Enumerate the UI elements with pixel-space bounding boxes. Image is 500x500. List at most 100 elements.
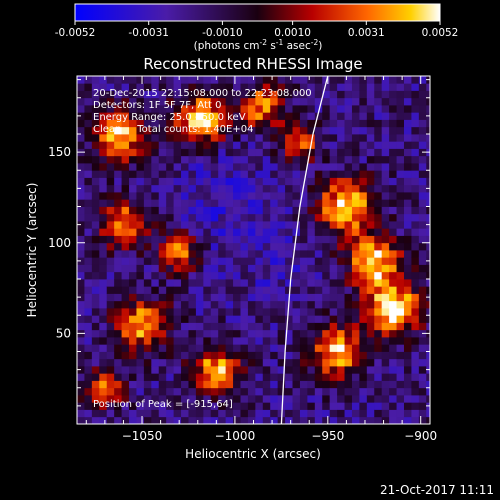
heatmap-pixel — [374, 286, 383, 294]
heatmap-pixel — [366, 329, 375, 338]
heatmap-pixel — [426, 322, 430, 331]
heatmap-pixel — [121, 380, 130, 389]
heatmap-pixel — [181, 192, 189, 200]
heatmap-pixel — [277, 344, 286, 352]
heatmap-pixel — [292, 279, 301, 287]
heatmap-pixel — [218, 366, 227, 374]
footer-timestamp: 21-Oct-2017 11:11 — [380, 483, 494, 497]
heatmap-pixel — [210, 242, 219, 251]
heatmap-pixel — [277, 105, 286, 113]
heatmap-pixel — [218, 395, 227, 403]
heatmap-pixel — [91, 134, 100, 142]
heatmap-pixel — [285, 235, 293, 244]
heatmap-pixel — [389, 76, 397, 84]
heatmap-pixel — [299, 402, 308, 410]
heatmap-pixel — [344, 308, 353, 316]
heatmap-pixel — [151, 155, 160, 164]
heatmap-pixel — [121, 105, 130, 113]
heatmap-pixel — [411, 250, 420, 258]
heatmap-pixel — [151, 409, 160, 418]
heatmap-pixel — [389, 228, 397, 236]
heatmap-pixel — [270, 315, 279, 323]
heatmap-pixel — [129, 235, 137, 244]
heatmap-pixel — [285, 213, 293, 222]
heatmap-pixel — [351, 170, 360, 178]
heatmap-pixel — [247, 83, 256, 91]
heatmap-pixel — [329, 199, 338, 207]
heatmap-pixel — [366, 126, 375, 135]
heatmap-pixel — [225, 141, 234, 149]
heatmap-pixel — [270, 228, 279, 236]
heatmap-pixel — [366, 148, 375, 157]
heatmap-pixel — [381, 242, 390, 251]
heatmap-pixel — [418, 221, 427, 229]
heatmap-pixel — [277, 184, 286, 193]
heatmap-pixel — [381, 76, 390, 84]
heatmap-pixel — [314, 134, 323, 142]
heatmap-pixel — [106, 228, 115, 236]
heatmap-pixel — [403, 155, 412, 164]
heatmap-pixel — [166, 337, 175, 345]
heatmap-pixel — [173, 119, 182, 128]
heatmap-pixel — [158, 264, 167, 273]
heatmap-pixel — [173, 112, 182, 120]
heatmap-pixel — [329, 344, 338, 352]
heatmap-pixel — [143, 184, 152, 193]
heatmap-pixel — [351, 409, 360, 418]
heatmap-pixel — [396, 358, 405, 367]
heatmap-pixel — [255, 213, 264, 222]
heatmap-pixel — [322, 286, 331, 294]
heatmap-pixel — [181, 83, 189, 91]
heatmap-pixel — [255, 221, 264, 229]
heatmap-pixel — [151, 126, 160, 135]
heatmap-pixel — [143, 228, 152, 236]
heatmap-pixel — [166, 257, 175, 265]
heatmap-pixel — [136, 242, 145, 251]
heatmap-pixel — [337, 380, 345, 389]
heatmap-pixel — [151, 395, 160, 403]
heatmap-pixel — [418, 90, 427, 99]
heatmap-pixel — [307, 221, 316, 229]
heatmap-pixel — [114, 387, 122, 396]
heatmap-pixel — [396, 112, 405, 120]
heatmap-pixel — [210, 416, 219, 424]
heatmap-pixel — [210, 322, 219, 331]
heatmap-pixel — [151, 228, 160, 236]
heatmap-pixel — [91, 155, 100, 164]
heatmap-pixel — [218, 76, 227, 84]
heatmap-pixel — [84, 308, 93, 316]
heatmap-pixel — [77, 250, 85, 258]
heatmap-pixel — [114, 170, 122, 178]
heatmap-pixel — [426, 163, 430, 171]
heatmap-pixel — [366, 119, 375, 128]
heatmap-pixel — [389, 329, 397, 338]
heatmap-pixel — [181, 141, 189, 149]
heatmap-pixel — [151, 163, 160, 171]
heatmap-pixel — [225, 416, 234, 424]
heatmap-pixel — [299, 380, 308, 389]
heatmap-pixel — [262, 315, 271, 323]
heatmap-pixel — [418, 184, 427, 193]
heatmap-pixel — [374, 344, 383, 352]
heatmap-pixel — [143, 163, 152, 171]
heatmap-pixel — [114, 351, 122, 360]
heatmap-pixel — [314, 380, 323, 389]
heatmap-pixel — [359, 279, 368, 287]
heatmap-pixel — [411, 177, 420, 186]
heatmap-pixel — [351, 97, 360, 106]
heatmap-pixel — [225, 409, 234, 418]
heatmap-pixel — [225, 199, 234, 207]
heatmap-pixel — [188, 344, 197, 352]
heatmap-pixel — [292, 293, 301, 302]
heatmap-pixel — [359, 228, 368, 236]
heatmap-pixel — [188, 83, 197, 91]
heatmap-pixel — [99, 126, 108, 135]
heatmap-pixel — [143, 315, 152, 323]
heatmap-pixel — [277, 148, 286, 157]
heatmap-pixel — [181, 155, 189, 164]
heatmap-pixel — [351, 199, 360, 207]
heatmap-pixel — [166, 163, 175, 171]
heatmap-pixel — [136, 264, 145, 273]
heatmap-pixel — [351, 395, 360, 403]
heatmap-pixel — [151, 206, 160, 215]
